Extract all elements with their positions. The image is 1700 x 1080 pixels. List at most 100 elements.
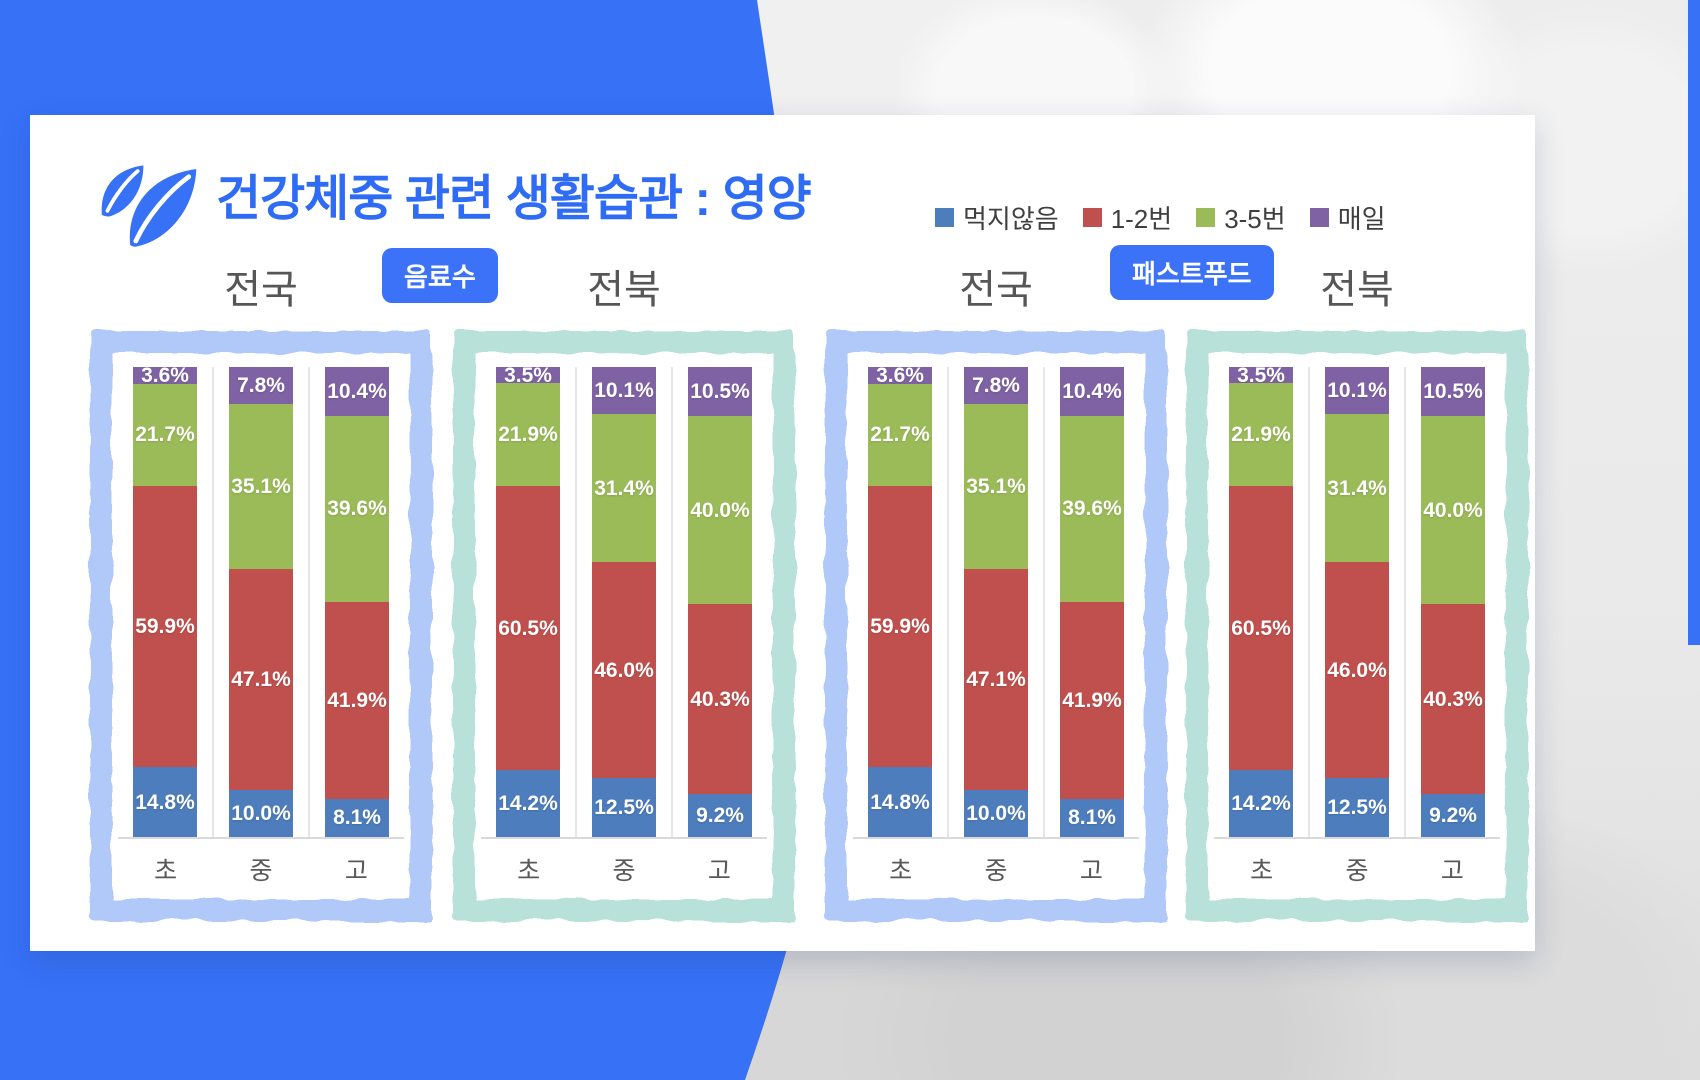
- page-title: 건강체중 관련 생활습관 : 영양: [216, 172, 812, 226]
- legend-swatch: [1309, 208, 1329, 227]
- value-label: 59.9%: [135, 615, 195, 639]
- value-label: 14.2%: [1231, 792, 1291, 816]
- value-label: 46.0%: [1327, 658, 1387, 682]
- bar-segment: 14.8%: [868, 767, 932, 837]
- bar-segment: 46.0%: [1325, 562, 1389, 779]
- value-label: 10.1%: [594, 379, 654, 403]
- value-label: 46.0%: [594, 658, 654, 682]
- plot-area: 14.8% 59.9% 21.7% 3.6% 10.0% 47.1% 35.1% 7.8% 8.…: [112, 353, 410, 899]
- bar-segment: 35.1%: [964, 403, 1028, 569]
- legend-swatch: [1082, 208, 1102, 227]
- stacked-bar: 9.2% 40.3% 40.0% 10.5%: [688, 367, 752, 837]
- plot-area: 14.2% 60.5% 21.9% 3.5% 12.5% 46.0% 31.4% 10.1% 9…: [475, 353, 773, 899]
- bars-row: 14.8% 59.9% 21.7% 3.6% 10.0% 47.1% 35.1% 7.8% 8.…: [118, 365, 404, 839]
- chart-frame: 14.8% 59.9% 21.7% 3.6% 10.0% 47.1% 35.1% 7.8% 8.…: [825, 331, 1167, 921]
- stacked-bar: 12.5% 46.0% 31.4% 10.1%: [1325, 367, 1389, 837]
- bar-segment: 7.8%: [964, 367, 1028, 404]
- legend-item: 1-2번: [1082, 199, 1173, 236]
- plot-area: 14.2% 60.5% 21.9% 3.5% 12.5% 46.0% 31.4% 10.1% 9…: [1208, 353, 1506, 899]
- value-label: 35.1%: [966, 474, 1026, 498]
- value-label: 3.6%: [876, 364, 924, 387]
- bar-segment: 59.9%: [868, 485, 932, 768]
- value-label: 7.8%: [972, 373, 1020, 397]
- bar-segment: 41.9%: [1060, 602, 1124, 799]
- right-accent-strip: [1688, 0, 1700, 645]
- chart-region-title: 전북: [1320, 268, 1394, 312]
- bar-segment: 39.6%: [325, 415, 389, 603]
- bars-row: 14.8% 59.9% 21.7% 3.6% 10.0% 47.1% 35.1% 7.8% 8.…: [853, 364, 1139, 839]
- value-label: 60.5%: [498, 616, 558, 640]
- bars-row: 14.2% 60.5% 21.9% 3.5% 12.5% 46.0% 31.4% 10.1% 9…: [1214, 363, 1500, 839]
- value-label: 31.4%: [1327, 476, 1387, 500]
- bar-segment: 12.5%: [1325, 778, 1389, 837]
- value-label: 39.6%: [327, 497, 387, 521]
- chart-block: 전북 14.2% 60.5% 21.9% 3.5% 12.5% 46.0% 31.4% 10.1…: [1186, 267, 1528, 921]
- stacked-bar: 8.1% 41.9% 39.6% 10.4%: [1060, 367, 1124, 837]
- bar-cell: 9.2% 40.3% 40.0% 10.5%: [1404, 367, 1500, 837]
- bar-segment: 10.5%: [1421, 367, 1485, 417]
- bar-cell: 12.5% 46.0% 31.4% 10.1%: [1308, 367, 1404, 837]
- legend-label: 1-2번: [1110, 204, 1173, 234]
- value-label: 10.0%: [231, 802, 291, 825]
- bar-segment: 39.6%: [1060, 415, 1124, 603]
- bar-segment: 41.9%: [325, 602, 389, 799]
- bar-segment: 10.0%: [229, 790, 293, 837]
- bar-segment: 12.5%: [592, 778, 656, 837]
- value-label: 10.1%: [1327, 379, 1387, 403]
- chart-frame: 14.2% 60.5% 21.9% 3.5% 12.5% 46.0% 31.4% 10.1% 9…: [1186, 331, 1528, 921]
- value-label: 3.5%: [504, 363, 552, 387]
- legend-label: 먹지않음: [963, 204, 1059, 234]
- value-label: 10.5%: [690, 380, 750, 404]
- x-axis-label: 고: [707, 857, 731, 885]
- value-label: 8.1%: [333, 806, 381, 830]
- value-label: 10.5%: [1423, 380, 1483, 404]
- value-label: 3.5%: [1237, 363, 1285, 387]
- value-label: 21.7%: [135, 423, 195, 447]
- value-label: 59.9%: [870, 615, 930, 639]
- value-label: 12.5%: [1327, 796, 1387, 820]
- x-axis-label: 초: [517, 857, 541, 885]
- bar-segment: 60.5%: [1229, 486, 1293, 771]
- chart-region-title: 전국: [224, 268, 298, 312]
- x-axis-label: 중: [249, 857, 273, 885]
- stacked-bar: 8.1% 41.9% 39.6% 10.4%: [325, 367, 389, 837]
- value-label: 12.5%: [594, 796, 654, 820]
- badge-fastfood: 패스트푸드: [1110, 245, 1274, 300]
- value-label: 31.4%: [594, 476, 654, 500]
- chart-frame: 14.8% 59.9% 21.7% 3.6% 10.0% 47.1% 35.1% 7.8% 8.…: [90, 331, 432, 921]
- x-axis-label: 중: [984, 857, 1008, 885]
- value-label: 40.3%: [1423, 687, 1483, 711]
- bars-row: 14.2% 60.5% 21.9% 3.5% 12.5% 46.0% 31.4% 10.1% 9…: [481, 363, 767, 839]
- bar-cell: 8.1% 41.9% 39.6% 10.4%: [308, 367, 404, 837]
- value-label: 47.1%: [966, 667, 1026, 691]
- legend-label: 매일: [1337, 204, 1386, 234]
- x-axis-label: 고: [1440, 857, 1464, 885]
- badge-beverage: 음료수: [382, 248, 498, 303]
- value-label: 14.2%: [498, 792, 558, 816]
- bar-segment: 31.4%: [592, 414, 656, 563]
- bar-segment: 10.5%: [688, 367, 752, 417]
- x-axis-label: 초: [154, 857, 178, 885]
- value-label: 41.9%: [327, 688, 387, 712]
- bar-segment: 47.1%: [229, 568, 293, 790]
- x-axis-label: 초: [1250, 857, 1274, 885]
- bar-segment: 31.4%: [1325, 414, 1389, 563]
- bar-segment: 14.2%: [496, 770, 560, 837]
- stacked-bar: 10.0% 47.1% 35.1% 7.8%: [964, 367, 1028, 837]
- chart-region-title: 전국: [959, 268, 1033, 312]
- content-card: 건강체중 관련 생활습관 : 영양 먹지않음 1-2번 3-5번 매일 음료수 패스트…: [30, 115, 1535, 951]
- value-label: 40.0%: [1423, 498, 1483, 522]
- bar-segment: 3.6%: [133, 365, 197, 386]
- bar-segment: 7.8%: [229, 367, 293, 404]
- bar-segment: 47.1%: [964, 568, 1028, 790]
- legend-label: 3-5번: [1224, 204, 1286, 234]
- bar-segment: 59.9%: [133, 485, 197, 768]
- value-label: 14.8%: [870, 790, 930, 814]
- legend-item: 먹지않음: [935, 199, 1059, 236]
- bar-segment: 10.4%: [1060, 367, 1124, 416]
- bar-cell: 14.8% 59.9% 21.7% 3.6%: [853, 364, 947, 837]
